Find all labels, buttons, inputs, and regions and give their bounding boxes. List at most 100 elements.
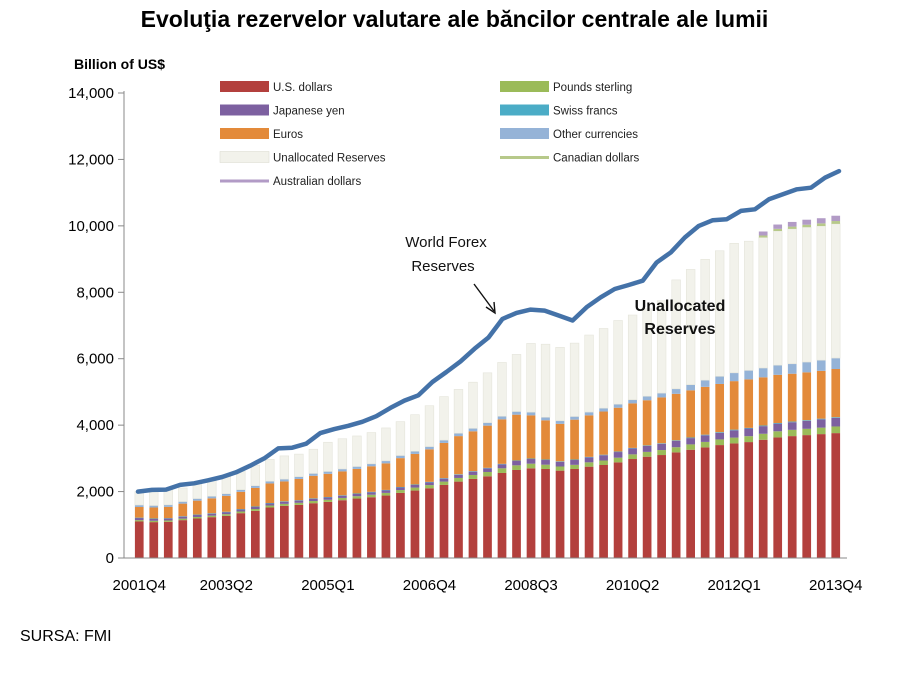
bar-segment-u-s-dollars (497, 472, 507, 558)
bar-segment-u-s-dollars (425, 488, 434, 558)
bar-segment-u-s-dollars (396, 492, 405, 558)
bar-segment-unallocated-reserves (323, 441, 333, 472)
bar-segment-canadian-dollars (831, 221, 841, 224)
bar-segment-euros (439, 442, 449, 479)
bar-segment-unallocated-reserves (410, 414, 420, 452)
bar-segment-swiss-francs (134, 517, 144, 519)
bar-segment-other-currencies (323, 471, 333, 474)
bar-stack-2010Q2 (627, 314, 638, 558)
bar-segment-other-currencies (250, 485, 260, 488)
bar-segment-unallocated-reserves (729, 242, 739, 374)
y-axis-label: Billion of US$ (74, 56, 165, 72)
annotation-unallocated-line1: Unallocated (635, 298, 726, 315)
bar-segment-pounds-sterling (294, 502, 304, 505)
bar-segment-u-s-dollars (192, 518, 202, 558)
bar-segment-other-currencies (134, 505, 144, 508)
bar-segment-japanese-yen (163, 518, 173, 521)
bar-segment-japanese-yen (221, 512, 231, 515)
bar-segment-swiss-francs (584, 456, 594, 458)
bar-segment-pounds-sterling (367, 494, 376, 498)
bar-stack-2007Q1 (439, 396, 449, 558)
bar-stack-2010Q3 (642, 308, 652, 558)
bar-stack-2001Q4 (134, 491, 144, 558)
bar-segment-euros (149, 507, 159, 519)
bar-segment-pounds-sterling (265, 505, 275, 508)
bar-segment-unallocated-reserves (787, 228, 797, 365)
bar-stack-2002Q3 (178, 487, 188, 558)
bar-segment-euros (526, 415, 536, 459)
legend-swatch (219, 151, 270, 163)
bar-segment-japanese-yen (468, 471, 478, 475)
bar-stack-2005Q4 (366, 432, 377, 558)
bar-segment-other-currencies (338, 468, 347, 472)
bar-segment-other-currencies (352, 466, 362, 469)
bar-segment-euros (555, 423, 565, 462)
bar-segment-japanese-yen (207, 513, 217, 516)
bar-segment-other-currencies (555, 420, 565, 424)
bar-segment-japanese-yen (816, 419, 826, 428)
y-tick-label: 2,000 (76, 484, 114, 501)
bar-segment-euros (541, 420, 550, 460)
bar-segment-japanese-yen (628, 448, 637, 455)
bar-segment-u-s-dollars (367, 497, 376, 558)
bar-segment-other-currencies (570, 416, 579, 420)
bar-segment-euros (671, 393, 681, 441)
bar-segment-other-currencies (628, 399, 637, 404)
bar-stack-2013Q3 (816, 218, 826, 558)
bar-segment-other-currencies (425, 446, 434, 450)
bar-stack-2002Q1 (149, 490, 159, 558)
bar-segment-euros (163, 506, 173, 519)
bar-segment-australian-dollars (787, 221, 797, 227)
bar-segment-swiss-francs (381, 489, 391, 491)
bar-segment-other-currencies (454, 433, 463, 437)
bar-segment-u-s-dollars (221, 515, 231, 558)
legend-swatch (500, 81, 549, 92)
bar-segment-swiss-francs (700, 434, 710, 436)
bar-segment-u-s-dollars (715, 445, 725, 558)
legend-label: Japanese yen (273, 106, 345, 118)
forex-line-layer (135, 168, 842, 494)
bar-segment-other-currencies (744, 370, 754, 380)
bar-segment-swiss-francs (468, 471, 478, 472)
bar-stack-2005Q1 (323, 441, 333, 558)
bar-segment-pounds-sterling (758, 433, 768, 440)
bar-segment-euros (294, 478, 304, 501)
bar-segment-swiss-francs (715, 432, 725, 433)
bar-segment-unallocated-reserves (831, 223, 841, 359)
bar-segment-japanese-yen (294, 500, 304, 503)
bar-segment-u-s-dollars (309, 503, 318, 558)
bar-segment-swiss-francs (686, 437, 695, 439)
bar-segment-euros (250, 487, 260, 507)
bar-segment-unallocated-reserves (671, 279, 681, 390)
bar-segment-pounds-sterling (149, 520, 159, 523)
bar-segment-u-s-dollars (628, 459, 637, 558)
bar-segment-other-currencies (178, 501, 188, 504)
legend-label: Unallocated Reserves (273, 153, 386, 165)
bar-segment-u-s-dollars (657, 455, 666, 558)
bar-segment-australian-dollars (831, 215, 841, 222)
bar-segment-japanese-yen (483, 468, 492, 472)
y-tick-label: 0 (106, 550, 114, 567)
bar-segment-japanese-yen (454, 474, 463, 478)
bar-segment-u-s-dollars (773, 437, 783, 558)
bar-segment-u-s-dollars (599, 465, 608, 558)
bar-segment-unallocated-reserves (497, 362, 507, 417)
bar-stack-2004Q3 (294, 453, 304, 558)
bar-segment-unallocated-reserves (178, 487, 188, 502)
bar-segment-pounds-sterling (207, 515, 217, 518)
bar-stack-2007Q4 (482, 372, 493, 558)
bar-segment-unallocated-reserves (163, 489, 173, 506)
bar-segment-swiss-francs (657, 443, 666, 444)
bar-segment-euros (657, 397, 666, 444)
bar-segment-u-s-dollars (744, 442, 754, 558)
bar-segment-japanese-yen (265, 503, 275, 506)
bar-segment-other-currencies (410, 451, 420, 454)
bar-segment-other-currencies (526, 412, 536, 416)
bar-segment-other-currencies (497, 416, 507, 420)
bar-segment-unallocated-reserves (802, 226, 812, 363)
bar-segment-u-s-dollars (570, 468, 579, 558)
bar-segment-canadian-dollars (802, 224, 812, 228)
forex-reserves-line (135, 168, 842, 494)
bar-segment-japanese-yen (802, 420, 812, 429)
bar-segment-swiss-francs (787, 421, 797, 423)
